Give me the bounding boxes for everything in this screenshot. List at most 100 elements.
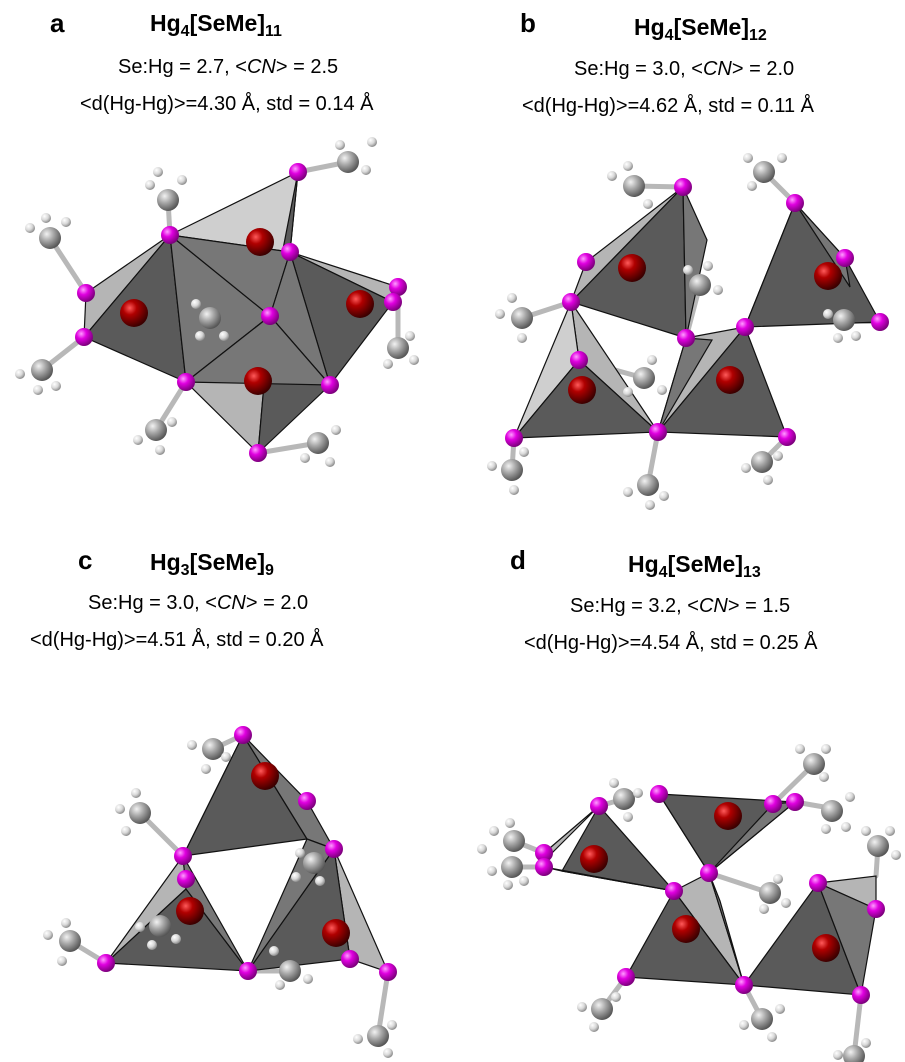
panel-letter: c <box>78 545 93 575</box>
se-atom <box>700 864 718 882</box>
se-atom <box>281 243 299 261</box>
se-atoms <box>535 785 885 1004</box>
se-atom <box>389 278 407 296</box>
c-atoms <box>501 753 889 1062</box>
se-atom <box>778 428 796 446</box>
se-atom <box>786 194 804 212</box>
se-atom <box>867 900 885 918</box>
h-atoms <box>487 153 861 510</box>
panel-formula: Hg3[SeMe]9 <box>150 549 274 579</box>
se-atom <box>234 726 252 744</box>
ratio-cn-text: Se:Hg = 2.7, <CN> = 2.5 <box>118 56 339 78</box>
se-atom <box>261 307 279 325</box>
se-atom <box>677 329 695 347</box>
se-atom <box>809 874 827 892</box>
se-atom <box>650 785 668 803</box>
hg-atom <box>716 366 744 394</box>
molecule-structure <box>477 744 901 1062</box>
hg-atom <box>246 228 274 256</box>
se-atom <box>836 249 854 267</box>
hg-atoms <box>568 254 842 404</box>
se-atom <box>177 373 195 391</box>
se-atom <box>577 253 595 271</box>
hg-atom <box>812 934 840 962</box>
hg-atom <box>251 762 279 790</box>
se-atom <box>177 870 195 888</box>
se-atom <box>325 840 343 858</box>
se-atom <box>649 423 667 441</box>
hg-atoms <box>176 762 350 947</box>
h-atoms <box>15 137 419 467</box>
ratio-cn-text: Se:Hg = 3.2, <CN> = 1.5 <box>570 595 791 617</box>
panel-b: b Hg4[SeMe]12 Se:Hg = 3.0, <CN> = 2.0 <d… <box>452 0 905 531</box>
se-atom <box>239 962 257 980</box>
c-atoms <box>59 738 389 1047</box>
panel-letter: d <box>510 545 526 575</box>
se-atom <box>570 351 588 369</box>
se-atom <box>764 795 782 813</box>
panel-letter: a <box>50 8 65 38</box>
c-atoms <box>31 151 409 454</box>
hg-hg-distance-text: <d(Hg-Hg)>=4.54 Å, std = 0.25 Å <box>524 632 818 654</box>
hg-atom <box>120 299 148 327</box>
hgse4-tetrahedron <box>742 875 877 998</box>
se-atom <box>674 178 692 196</box>
panel-a: a Hg4[SeMe]11 Se:Hg = 2.7, <CN> = 2.5 <d… <box>0 0 452 531</box>
hgse4-tetrahedron <box>104 854 250 972</box>
se-atom <box>871 313 889 331</box>
se-atom <box>249 444 267 462</box>
se-atoms <box>505 178 889 447</box>
se-atom <box>97 954 115 972</box>
se-atom <box>535 844 553 862</box>
hg-atom <box>672 915 700 943</box>
se-atom <box>384 293 402 311</box>
se-atom <box>298 792 316 810</box>
hg-atom <box>346 290 374 318</box>
hg-hg-distance-text: <d(Hg-Hg)>=4.30 Å, std = 0.14 Å <box>80 93 374 115</box>
se-atom <box>736 318 754 336</box>
panel-formula: Hg4[SeMe]11 <box>150 10 282 40</box>
se-atom <box>617 968 635 986</box>
se-atom <box>535 858 553 876</box>
se-atom <box>590 797 608 815</box>
hg-atom <box>580 845 608 873</box>
molecule-structure <box>487 153 889 510</box>
hgse4-tetrahedron <box>657 793 797 874</box>
panel-c: c Hg3[SeMe]9 Se:Hg = 3.0, <CN> = 2.0 <d(… <box>0 531 452 1062</box>
hgse4-tetrahedron <box>743 201 881 329</box>
molecule-structure <box>15 137 419 467</box>
se-atoms <box>97 726 397 981</box>
hg-atom <box>714 802 742 830</box>
panel-letter: b <box>520 8 536 38</box>
se-atom <box>735 976 753 994</box>
hg-atoms <box>580 802 840 962</box>
hg-atoms <box>120 228 374 395</box>
panel-d: d Hg4[SeMe]13 Se:Hg = 3.2, <CN> = 1.5 <d… <box>452 531 905 1062</box>
h-atoms <box>477 744 901 1060</box>
se-atom <box>665 882 683 900</box>
hg-atom <box>618 254 646 282</box>
hg-atom <box>244 367 272 395</box>
hg-atom <box>322 919 350 947</box>
panel-formula: Hg4[SeMe]13 <box>628 551 761 581</box>
hg-atom <box>568 376 596 404</box>
se-atom <box>341 950 359 968</box>
hg-hg-distance-text: <d(Hg-Hg)>=4.62 Å, std = 0.11 Å <box>522 95 815 117</box>
hgse4-tetrahedron <box>539 804 676 892</box>
se-atom <box>289 163 307 181</box>
se-atom <box>174 847 192 865</box>
hg-atom <box>176 897 204 925</box>
c-atoms <box>501 161 855 496</box>
se-atom <box>161 226 179 244</box>
se-atom <box>77 284 95 302</box>
se-atom <box>321 376 339 394</box>
se-atom <box>505 429 523 447</box>
ratio-cn-text: Se:Hg = 3.0, <CN> = 2.0 <box>88 592 309 614</box>
hg-hg-distance-text: <d(Hg-Hg)>=4.51 Å, std = 0.20 Å <box>30 629 324 651</box>
ratio-cn-text: Se:Hg = 3.0, <CN> = 2.0 <box>574 58 795 80</box>
se-atom <box>379 963 397 981</box>
se-atom <box>852 986 870 1004</box>
molecule-structure <box>43 726 397 1058</box>
se-atom <box>75 328 93 346</box>
h-atoms <box>43 740 397 1058</box>
